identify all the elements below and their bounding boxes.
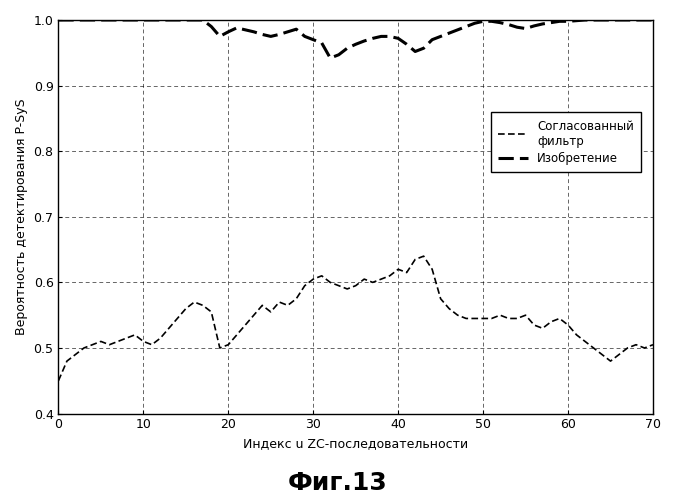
Согласованный
фильтр: [411, 256, 419, 262]
Согласованный
фильтр: [54, 378, 62, 384]
Согласованный
фильтр: [649, 342, 657, 347]
Изобретение: [352, 42, 360, 48]
Согласованный
фильтр: [623, 345, 631, 351]
Legend: Согласованный
фильтр, Изобретение: Согласованный фильтр, Изобретение: [491, 112, 641, 172]
Согласованный
фильтр: [72, 352, 80, 358]
Согласованный
фильтр: [343, 286, 352, 292]
Изобретение: [72, 17, 80, 23]
Изобретение: [513, 24, 521, 30]
Изобретение: [54, 17, 62, 23]
Line: Согласованный
фильтр: Согласованный фильтр: [58, 256, 653, 381]
Согласованный
фильтр: [420, 253, 428, 259]
Согласованный
фильтр: [224, 342, 233, 347]
Изобретение: [623, 17, 631, 23]
Изобретение: [224, 29, 233, 35]
Изобретение: [649, 17, 657, 23]
X-axis label: Индекс u ZC-последовательности: Индекс u ZC-последовательности: [243, 437, 468, 450]
Text: Фиг.13: Фиг.13: [288, 471, 388, 495]
Line: Изобретение: Изобретение: [58, 20, 653, 58]
Y-axis label: Вероятность детектирования P-SyS: Вероятность детектирования P-SyS: [15, 98, 28, 335]
Изобретение: [327, 55, 335, 61]
Согласованный
фильтр: [513, 316, 521, 322]
Изобретение: [420, 45, 428, 51]
